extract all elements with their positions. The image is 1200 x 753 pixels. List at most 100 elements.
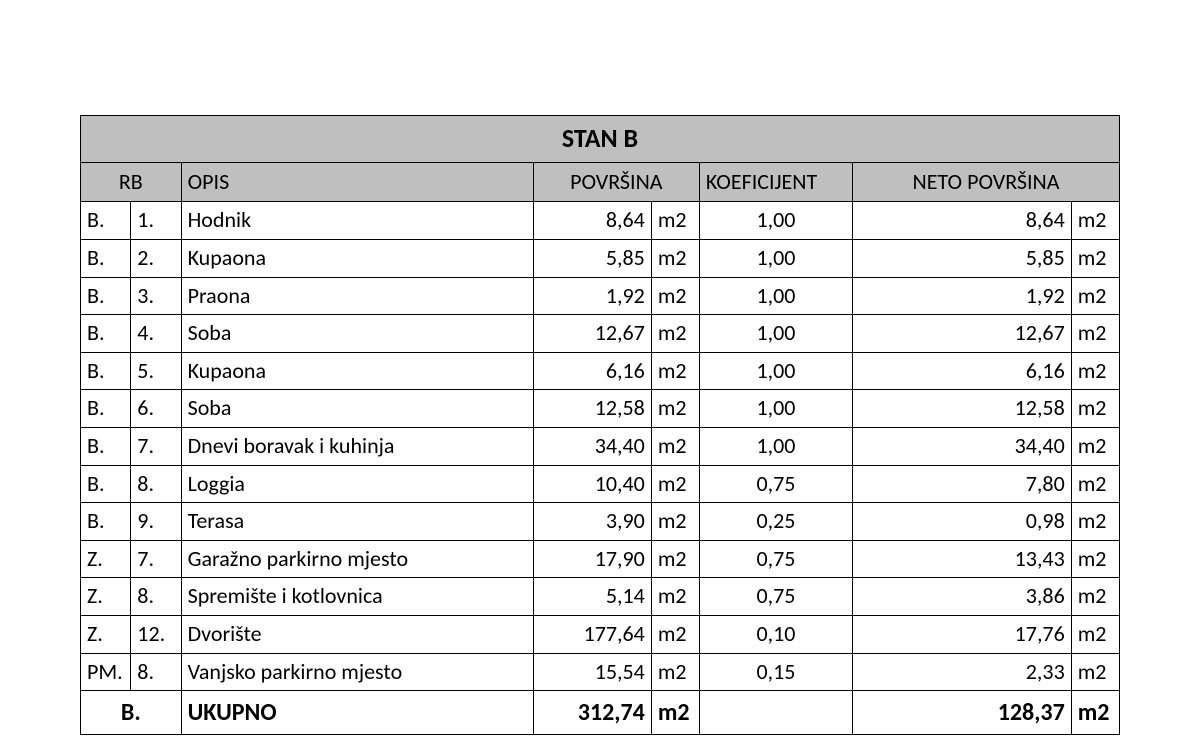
header-opis: OPIS [181,162,533,202]
cell-code: PM. [81,653,131,691]
header-koeficijent: KOEFICIJENT [699,162,852,202]
cell-unit: m2 [651,427,699,465]
cell-num: 12. [131,615,181,653]
cell-code: B. [81,239,131,277]
area-table: STAN B RB OPIS POVRŠINA KOEFICIJENT NETO… [80,115,1120,735]
cell-koef: 1,00 [699,202,852,240]
cell-code: B. [81,277,131,315]
cell-opis: Soba [181,390,533,428]
header-row: RB OPIS POVRŠINA KOEFICIJENT NETO POVRŠI… [81,162,1120,202]
cell-num: 2. [131,239,181,277]
table-row: Z.7.Garažno parkirno mjesto17,90m20,7513… [81,540,1120,578]
cell-unit: m2 [651,390,699,428]
table-row: Z.8.Spremište i kotlovnica5,14m20,753,86… [81,578,1120,616]
table-body: B.1.Hodnik8,64m21,008,64m2B.2.Kupaona5,8… [81,202,1120,691]
cell-num: 5. [131,352,181,390]
cell-opis: Kupaona [181,352,533,390]
cell-num: 8. [131,578,181,616]
cell-nunit: m2 [1071,653,1119,691]
cell-code: B. [81,465,131,503]
total-label: UKUPNO [181,691,533,735]
cell-opis: Loggia [181,465,533,503]
cell-opis: Garažno parkirno mjesto [181,540,533,578]
cell-code: Z. [81,578,131,616]
cell-opis: Terasa [181,503,533,541]
cell-num: 8. [131,465,181,503]
cell-opis: Kupaona [181,239,533,277]
cell-num: 8. [131,653,181,691]
table-row: B.8.Loggia10,40m20,757,80m2 [81,465,1120,503]
cell-unit: m2 [651,315,699,353]
cell-neto: 2,33 [853,653,1072,691]
cell-code: Z. [81,615,131,653]
cell-code: B. [81,427,131,465]
cell-koef: 0,75 [699,540,852,578]
table-row: B.5.Kupaona6,16m21,006,16m2 [81,352,1120,390]
cell-koef: 1,00 [699,390,852,428]
cell-koef: 0,75 [699,465,852,503]
cell-num: 4. [131,315,181,353]
cell-nunit: m2 [1071,578,1119,616]
cell-code: B. [81,390,131,428]
table-row: PM.8.Vanjsko parkirno mjesto15,54m20,152… [81,653,1120,691]
page: STAN B RB OPIS POVRŠINA KOEFICIJENT NETO… [0,0,1200,753]
title-row: STAN B [81,116,1120,163]
cell-povr: 5,14 [533,578,651,616]
cell-neto: 8,64 [853,202,1072,240]
cell-num: 7. [131,427,181,465]
cell-num: 3. [131,277,181,315]
cell-koef: 1,00 [699,277,852,315]
total-koef [699,691,852,735]
cell-neto: 1,92 [853,277,1072,315]
cell-num: 9. [131,503,181,541]
cell-koef: 1,00 [699,239,852,277]
header-povrsina: POVRŠINA [533,162,699,202]
cell-povr: 34,40 [533,427,651,465]
cell-opis: Vanjsko parkirno mjesto [181,653,533,691]
cell-nunit: m2 [1071,352,1119,390]
cell-nunit: m2 [1071,390,1119,428]
cell-povr: 3,90 [533,503,651,541]
table-row: B.6.Soba12,58m21,0012,58m2 [81,390,1120,428]
cell-unit: m2 [651,202,699,240]
cell-num: 1. [131,202,181,240]
table-row: B.3.Praona1,92m21,001,92m2 [81,277,1120,315]
cell-nunit: m2 [1071,615,1119,653]
cell-nunit: m2 [1071,465,1119,503]
cell-koef: 1,00 [699,315,852,353]
cell-koef: 0,75 [699,578,852,616]
cell-neto: 34,40 [853,427,1072,465]
cell-unit: m2 [651,653,699,691]
total-code: B. [81,691,182,735]
cell-neto: 13,43 [853,540,1072,578]
cell-nunit: m2 [1071,277,1119,315]
cell-povr: 5,85 [533,239,651,277]
table-title: STAN B [81,116,1120,163]
cell-code: Z. [81,540,131,578]
cell-opis: Hodnik [181,202,533,240]
cell-neto: 12,58 [853,390,1072,428]
cell-neto: 12,67 [853,315,1072,353]
cell-opis: Dvorište [181,615,533,653]
cell-unit: m2 [651,503,699,541]
cell-neto: 5,85 [853,239,1072,277]
total-povr: 312,74 [533,691,651,735]
cell-code: B. [81,503,131,541]
table-row: B.2.Kupaona5,85m21,005,85m2 [81,239,1120,277]
cell-povr: 12,67 [533,315,651,353]
cell-povr: 10,40 [533,465,651,503]
cell-povr: 12,58 [533,390,651,428]
cell-povr: 8,64 [533,202,651,240]
cell-povr: 17,90 [533,540,651,578]
cell-code: B. [81,202,131,240]
total-row: B. UKUPNO 312,74 m2 128,37 m2 [81,691,1120,735]
cell-nunit: m2 [1071,427,1119,465]
cell-nunit: m2 [1071,540,1119,578]
cell-unit: m2 [651,465,699,503]
cell-opis: Spremište i kotlovnica [181,578,533,616]
total-unit1: m2 [651,691,699,735]
total-neto: 128,37 [853,691,1072,735]
cell-povr: 177,64 [533,615,651,653]
cell-neto: 7,80 [853,465,1072,503]
cell-neto: 17,76 [853,615,1072,653]
